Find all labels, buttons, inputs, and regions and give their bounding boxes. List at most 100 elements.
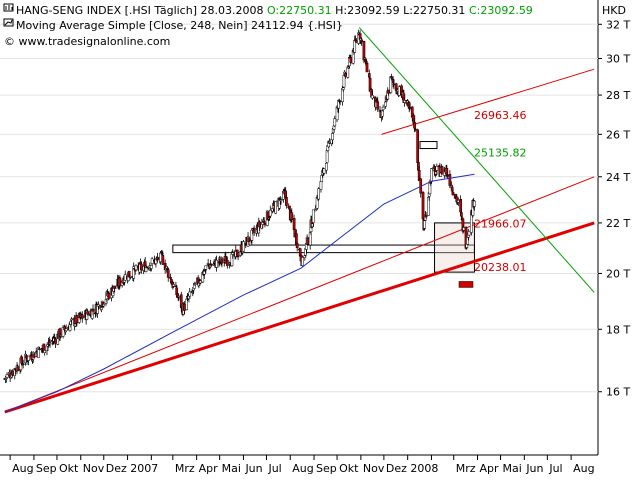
candle-body <box>292 218 296 230</box>
candle-body <box>450 186 454 192</box>
trendline <box>381 68 595 135</box>
candle-body <box>367 73 371 78</box>
candle-body <box>37 347 40 358</box>
currency-label: HKD <box>602 4 626 17</box>
candle-body <box>123 274 127 281</box>
candle-body <box>252 229 256 233</box>
candle-body <box>258 221 261 228</box>
candle-body <box>279 199 283 202</box>
candle-body <box>319 181 323 190</box>
candle-body <box>220 258 224 264</box>
trendline <box>4 176 595 413</box>
candle-body <box>242 241 245 252</box>
candle-body <box>64 328 68 332</box>
candle-body <box>427 197 430 216</box>
level-marker <box>458 281 474 288</box>
x-tick-label: Okt <box>59 462 79 475</box>
candle-body <box>115 285 119 289</box>
candle-body <box>54 338 57 344</box>
candle-body <box>324 163 328 171</box>
y-tick-label: 24 T <box>606 171 630 184</box>
candle-body <box>43 350 47 354</box>
candle-body <box>344 73 347 77</box>
x-tick-label: Mai <box>222 462 241 475</box>
candle-body <box>430 168 433 182</box>
y-tick-label: 28 T <box>606 89 630 102</box>
candle-body <box>118 277 122 287</box>
candle-body <box>161 255 165 265</box>
candle-body <box>337 99 340 109</box>
x-tick-label: Aug <box>12 462 33 475</box>
x-tick-label: Sep <box>36 462 57 475</box>
candle-body <box>322 168 326 174</box>
x-tick-label: Jun <box>244 462 262 475</box>
candle-body <box>166 269 170 278</box>
candle-body <box>231 252 235 255</box>
candle-body <box>145 266 149 269</box>
level-marker <box>419 141 438 150</box>
candle-body <box>408 107 412 109</box>
candle-body <box>461 218 465 232</box>
trendline <box>358 27 595 293</box>
candle-body <box>460 212 463 217</box>
candle-body <box>169 277 172 279</box>
copyright: © www.tradesignalonline.com <box>4 35 170 48</box>
candle-body <box>342 75 346 88</box>
y-axis-ticks: 32 T 30 T 28 T 26 T 24 T 22 T 20 T 18 T 16 T <box>598 18 630 399</box>
candle-body <box>435 166 439 171</box>
trendlines <box>4 27 595 414</box>
candle-body <box>392 83 396 86</box>
level-labels: 26963.46 25135.82 21966.07 20238.01 <box>419 109 527 288</box>
level-label: 20238.01 <box>474 261 527 274</box>
candle-body <box>20 356 24 364</box>
candle-body <box>380 110 384 117</box>
chart-icon <box>3 3 14 12</box>
candle-body <box>268 210 272 217</box>
trendline <box>4 221 595 414</box>
candle-body <box>179 294 183 309</box>
x-tick-label: Nov <box>83 462 105 475</box>
candle-body <box>413 122 416 129</box>
candle-body <box>27 355 30 361</box>
candle-body <box>236 255 240 258</box>
candle-body <box>225 259 229 266</box>
candle-body <box>423 220 426 229</box>
zone-boxes <box>172 222 475 273</box>
x-tick-label: Mai <box>503 462 522 475</box>
candle-body <box>311 209 315 223</box>
y-tick-label: 20 T <box>606 267 630 280</box>
candle-body <box>301 257 304 266</box>
candle-body <box>21 363 25 365</box>
candle-body <box>308 232 312 246</box>
candle-body <box>293 228 297 238</box>
x-tick-label: Aug <box>573 462 594 475</box>
candle-body <box>262 220 266 224</box>
x-tick-label: Okt <box>339 462 359 475</box>
candle-body <box>80 314 84 319</box>
candle-body <box>413 128 417 131</box>
candle-body <box>100 307 103 310</box>
header-line-1: HANG-SENG INDEX [.HSI Täglich] 28.03.200… <box>16 4 533 17</box>
candle-body <box>156 256 159 260</box>
candle-body <box>306 237 310 245</box>
candles <box>3 29 476 383</box>
candle-body <box>365 62 369 73</box>
candle-body <box>199 280 202 284</box>
plot-frame <box>0 0 599 456</box>
candle-body <box>129 276 132 278</box>
candle-body <box>381 106 385 110</box>
level-label: 25135.82 <box>474 146 527 159</box>
close-value: C:23092.59 <box>469 4 533 17</box>
candle-body <box>140 263 143 271</box>
candle-body <box>295 243 299 249</box>
candle-body <box>473 200 476 207</box>
candle-body <box>456 200 460 203</box>
candle-body <box>134 265 138 271</box>
candle-body <box>113 285 116 289</box>
candle-body <box>371 95 374 99</box>
candle-body <box>172 284 175 287</box>
candle-body <box>288 205 291 210</box>
x-tick-label: Aug <box>292 462 313 475</box>
moving-average <box>4 173 475 413</box>
x-tick-label: Dez 2007 <box>106 462 159 475</box>
